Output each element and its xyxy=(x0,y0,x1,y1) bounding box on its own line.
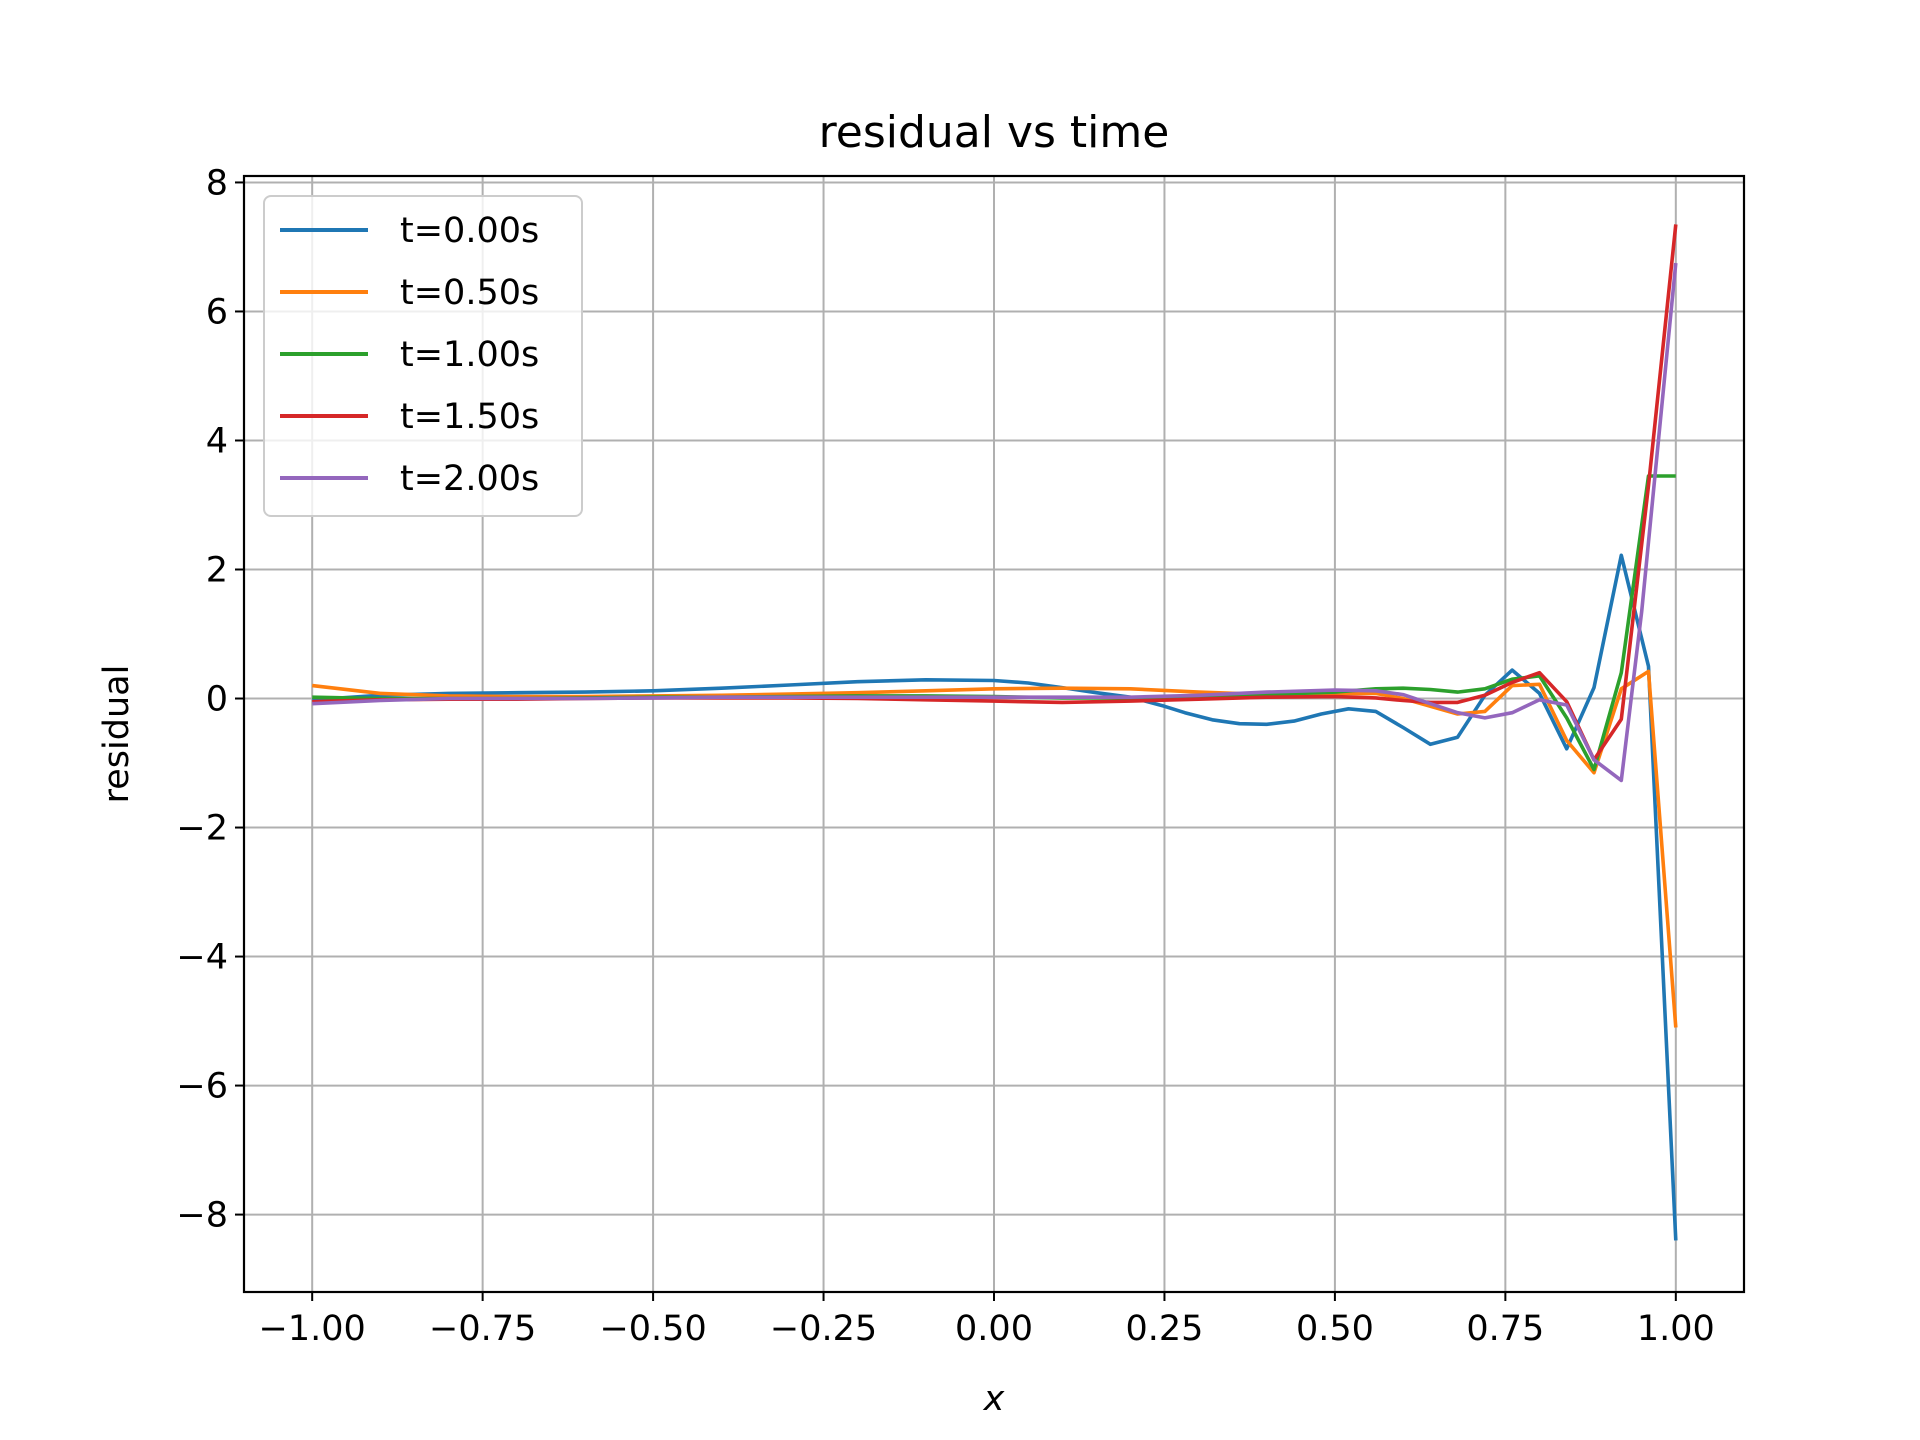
y-tick-label: −2 xyxy=(176,809,228,849)
chart-title: residual vs time xyxy=(819,107,1170,158)
y-axis-ticks: −8 −6 −4 −2 0 2 4 6 8 xyxy=(176,163,244,1236)
legend-label: t=1.50s xyxy=(400,397,539,437)
x-tick-label: 0.50 xyxy=(1296,1309,1374,1349)
y-tick-label: 6 xyxy=(206,292,228,332)
y-tick-label: 4 xyxy=(206,421,228,461)
y-tick-label: −6 xyxy=(176,1067,228,1107)
x-tick-label: −0.50 xyxy=(599,1309,706,1349)
y-tick-label: 0 xyxy=(206,680,228,720)
legend-label: t=0.00s xyxy=(400,211,539,251)
legend-label: t=0.50s xyxy=(400,273,539,313)
x-tick-label: 1.00 xyxy=(1637,1309,1715,1349)
y-tick-label: −8 xyxy=(176,1196,228,1236)
plot-frame xyxy=(242,174,1746,1294)
x-tick-label: −0.75 xyxy=(429,1309,536,1349)
y-tick-label: −4 xyxy=(176,938,228,978)
series-lines xyxy=(311,224,1678,1241)
legend-label: t=1.00s xyxy=(400,335,539,375)
x-axis-label: x xyxy=(983,1379,1005,1419)
y-axis-label: residual xyxy=(97,665,137,804)
x-tick-label: 0.75 xyxy=(1466,1309,1544,1349)
x-tick-label: 0.25 xyxy=(1125,1309,1203,1349)
x-tick-label: −1.00 xyxy=(259,1309,366,1349)
legend: t=0.00s t=0.50s t=1.00s t=1.50s t=2.00s xyxy=(263,195,583,517)
series-line-4 xyxy=(312,262,1678,783)
legend-box xyxy=(263,195,583,517)
y-tick-label: 8 xyxy=(206,163,228,203)
y-tick-label: 2 xyxy=(206,551,228,591)
x-tick-label: −0.25 xyxy=(770,1309,877,1349)
legend-label: t=2.00s xyxy=(400,459,539,499)
x-tick-label: 0.00 xyxy=(955,1309,1033,1349)
x-axis-ticks: −1.00 −0.75 −0.50 −0.25 0.00 0.25 0.50 0.75 1.00 xyxy=(259,1292,1715,1349)
